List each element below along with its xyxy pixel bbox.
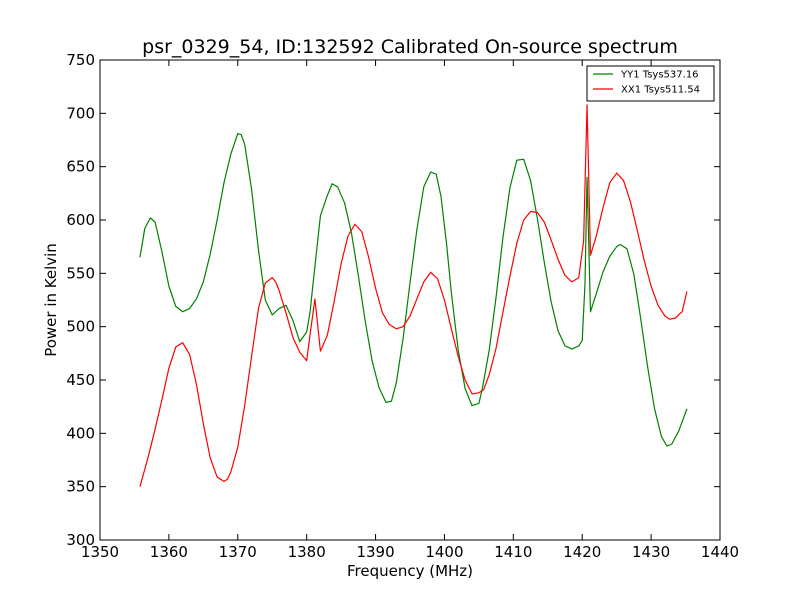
ticks-layer: 1350 1360 1370 1380 1390 1400 1410 1420 1430 1440… (66, 51, 739, 561)
y-tick-label: 550 (66, 264, 95, 282)
x-tick-label: 1370 (219, 543, 257, 561)
series-line-xx1 (139, 104, 688, 487)
y-tick-label: 700 (66, 104, 95, 122)
y-tick-label: 600 (66, 211, 95, 229)
x-tick-label: 1430 (632, 543, 670, 561)
y-tick-label: 350 (66, 478, 95, 496)
x-tick-label: 1400 (425, 543, 463, 561)
x-tick-label: 1380 (288, 543, 326, 561)
plot-frame (99, 59, 721, 541)
x-tick-label: 1440 (701, 543, 739, 561)
y-tick-label: 400 (66, 424, 95, 442)
x-tick-label: 1410 (494, 543, 532, 561)
chart-title: psr_0329_54, ID:132592 Calibrated On-sou… (142, 36, 678, 58)
legend-label-xx1: XX1 Tsys511.54 (621, 85, 700, 96)
y-tick-label: 750 (66, 51, 95, 69)
y-axis-label: Power in Kelvin (42, 243, 60, 357)
x-tick-label: 1360 (150, 543, 188, 561)
y-tick-label: 450 (66, 371, 95, 389)
x-axis-label: Frequency (MHz) (347, 562, 473, 580)
x-tick-label: 1390 (356, 543, 394, 561)
legend: YY1 Tsys537.16 XX1 Tsys511.54 (586, 65, 715, 102)
series-line-yy1 (139, 133, 688, 447)
y-tick-label: 300 (66, 531, 95, 549)
series-layer (139, 104, 688, 487)
y-tick-label: 500 (66, 318, 95, 336)
y-tick-label: 650 (66, 158, 95, 176)
legend-label-yy1: YY1 Tsys537.16 (620, 70, 699, 81)
x-tick-label: 1350 (81, 543, 119, 561)
legend-box (586, 65, 715, 102)
x-tick-label: 1420 (563, 543, 601, 561)
